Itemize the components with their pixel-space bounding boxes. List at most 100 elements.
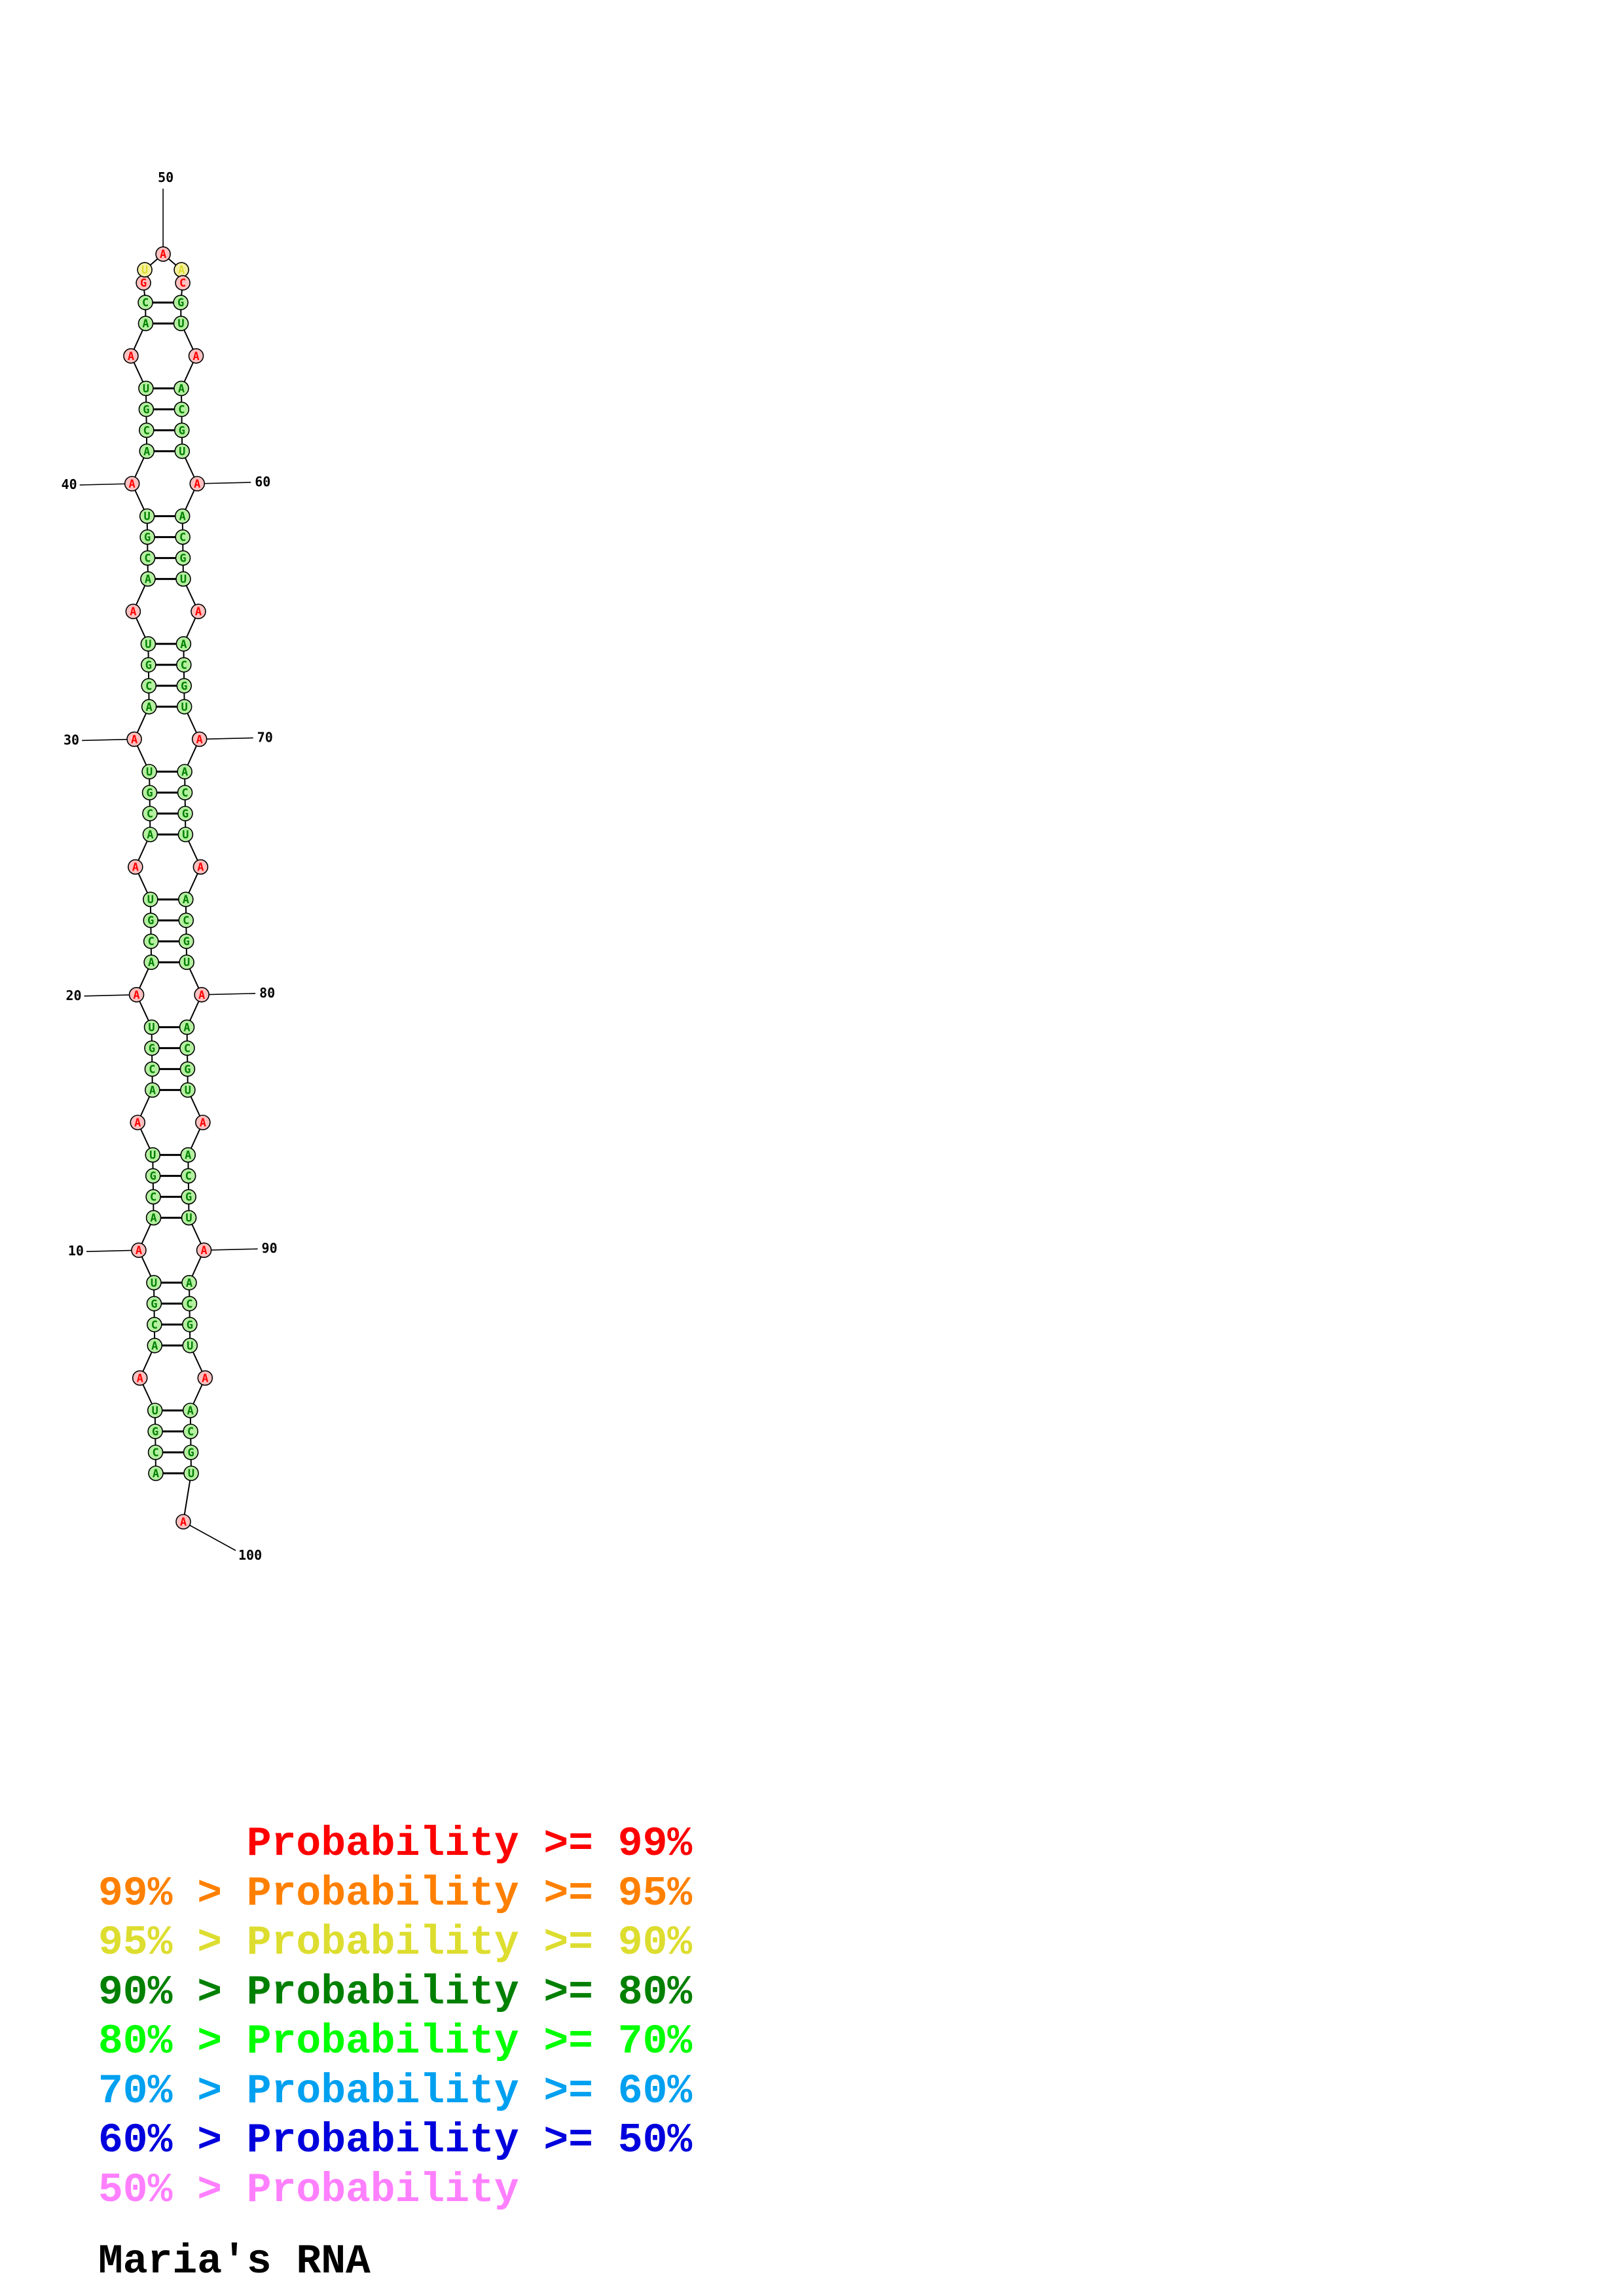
nucleotide-letter: C — [147, 808, 153, 821]
legend-threshold-high: >= 70% — [543, 2018, 693, 2065]
nucleotide: C — [183, 1424, 198, 1439]
nucleotide: A — [194, 987, 210, 1003]
nucleotide: U — [143, 891, 158, 907]
nucleotide-letter: U — [181, 701, 188, 714]
nucleotide-circle — [137, 295, 153, 311]
nucleotide: C — [144, 1061, 160, 1077]
nucleotide-circle — [145, 1189, 161, 1205]
position-label: 10 — [68, 1243, 84, 1259]
nucleotide-letter: A — [136, 1244, 142, 1257]
nucleotide: A — [139, 443, 155, 459]
nucleotide: U — [137, 262, 153, 278]
nucleotide: A — [191, 731, 208, 747]
legend-threshold-low: 95% — [98, 1920, 173, 1966]
nucleotide-circle — [175, 1514, 191, 1530]
nucleotide-circle — [181, 1210, 197, 1226]
nucleotide: C — [137, 295, 153, 311]
nucleotide: A — [123, 348, 139, 364]
nucleotide-letter: G — [150, 1170, 156, 1183]
nucleotide-letter: A — [198, 989, 205, 1002]
nucleotide-letter: C — [187, 1426, 194, 1439]
legend-threshold-high: >= 99% — [543, 1821, 693, 1867]
nucleotide-letter: G — [187, 1446, 194, 1460]
nucleotide-letter: A — [134, 1117, 141, 1130]
nucleotide-circle — [126, 731, 142, 747]
nucleotide-letter: A — [150, 1212, 156, 1225]
nucleotide-letter: U — [146, 766, 153, 779]
nucleotide-circle — [173, 295, 189, 311]
nucleotide-circle — [145, 1082, 160, 1098]
nucleotide: A — [148, 1465, 164, 1481]
nucleotide: C — [176, 656, 192, 673]
nucleotide: U — [183, 1465, 199, 1481]
nucleotide-letter: G — [149, 1042, 155, 1055]
legend-threshold-high: >= 95% — [543, 1870, 693, 1917]
nucleotide-circle — [180, 1147, 196, 1163]
nucleotide-letter: C — [151, 1319, 158, 1332]
position-label: 90 — [262, 1240, 278, 1256]
nucleotide-circle — [139, 550, 156, 566]
nucleotide-letter: C — [150, 1191, 156, 1204]
nucleotide-circle — [181, 1275, 197, 1291]
nucleotide: C — [147, 1317, 162, 1333]
nucleotide-letter: C — [152, 1446, 158, 1460]
nucleotide-letter: A — [197, 861, 204, 874]
nucleotide: G — [146, 1296, 162, 1312]
nucleotide: A — [197, 1370, 213, 1386]
nucleotide: A — [182, 1403, 198, 1418]
nucleotide-circle — [180, 1082, 196, 1098]
nucleotide-letter: C — [144, 552, 151, 565]
nucleotide-circle — [131, 1242, 147, 1258]
nucleotide-letter: C — [181, 659, 187, 672]
nucleotide: U — [173, 315, 189, 332]
nucleotide: U — [146, 1275, 162, 1291]
nucleotide: A — [181, 1275, 197, 1291]
nucleotide-circle — [144, 1040, 160, 1056]
nucleotide-letter: A — [187, 1405, 194, 1418]
nucleotide-circle — [189, 476, 206, 492]
nucleotide-circle — [145, 1147, 161, 1163]
position-label: 100 — [238, 1547, 262, 1563]
nucleotide-circle — [179, 954, 194, 970]
nucleotide-circle — [194, 987, 210, 1003]
nucleotide: A — [155, 246, 171, 262]
nucleotide-letter: C — [179, 277, 186, 290]
nucleotide: U — [138, 380, 154, 397]
nucleotide-circle — [137, 315, 154, 332]
nucleotide-circle — [178, 891, 194, 907]
nucleotide: A — [126, 731, 142, 747]
nucleotide: G — [143, 912, 159, 928]
nucleotide-letter: C — [148, 935, 155, 948]
nucleotide: C — [141, 678, 157, 694]
legend-threshold-low: 90% — [98, 1969, 173, 2016]
nucleotide-letter: A — [145, 573, 151, 586]
nucleotide-letter: C — [142, 296, 149, 310]
nucleotide: U — [176, 699, 192, 715]
nucleotide-circle — [178, 933, 194, 949]
nucleotide: G — [177, 806, 193, 821]
nucleotide-letter: A — [180, 638, 187, 651]
nucleotide-circle — [132, 1370, 148, 1386]
nucleotide-letter: C — [149, 1063, 155, 1076]
nucleotide-letter: C — [143, 424, 150, 437]
nucleotide-circle — [188, 348, 204, 364]
nucleotide: A — [130, 1115, 146, 1130]
nucleotide-letter: A — [128, 350, 134, 363]
legend-threshold-low: 60% — [98, 2117, 173, 2164]
nucleotide-letter: A — [143, 445, 150, 458]
nucleotide-letter: U — [152, 1405, 158, 1418]
nucleotide: U — [147, 1403, 163, 1418]
position-tick — [202, 993, 256, 996]
legend-term: Probability — [246, 1821, 519, 1867]
nucleotide-letter: A — [178, 264, 185, 277]
nucleotide-circle — [143, 912, 159, 928]
position-label: 80 — [259, 985, 275, 1001]
nucleotide-letter: A — [142, 317, 149, 331]
nucleotide-circle — [124, 476, 140, 492]
nucleotide-circle — [140, 571, 156, 587]
legend-threshold-low: 80% — [98, 2018, 173, 2065]
nucleotide-circle — [141, 699, 157, 715]
nucleotide-letter: U — [144, 511, 151, 524]
nucleotide-letter: U — [185, 1084, 191, 1097]
nucleotide: G — [174, 422, 190, 439]
